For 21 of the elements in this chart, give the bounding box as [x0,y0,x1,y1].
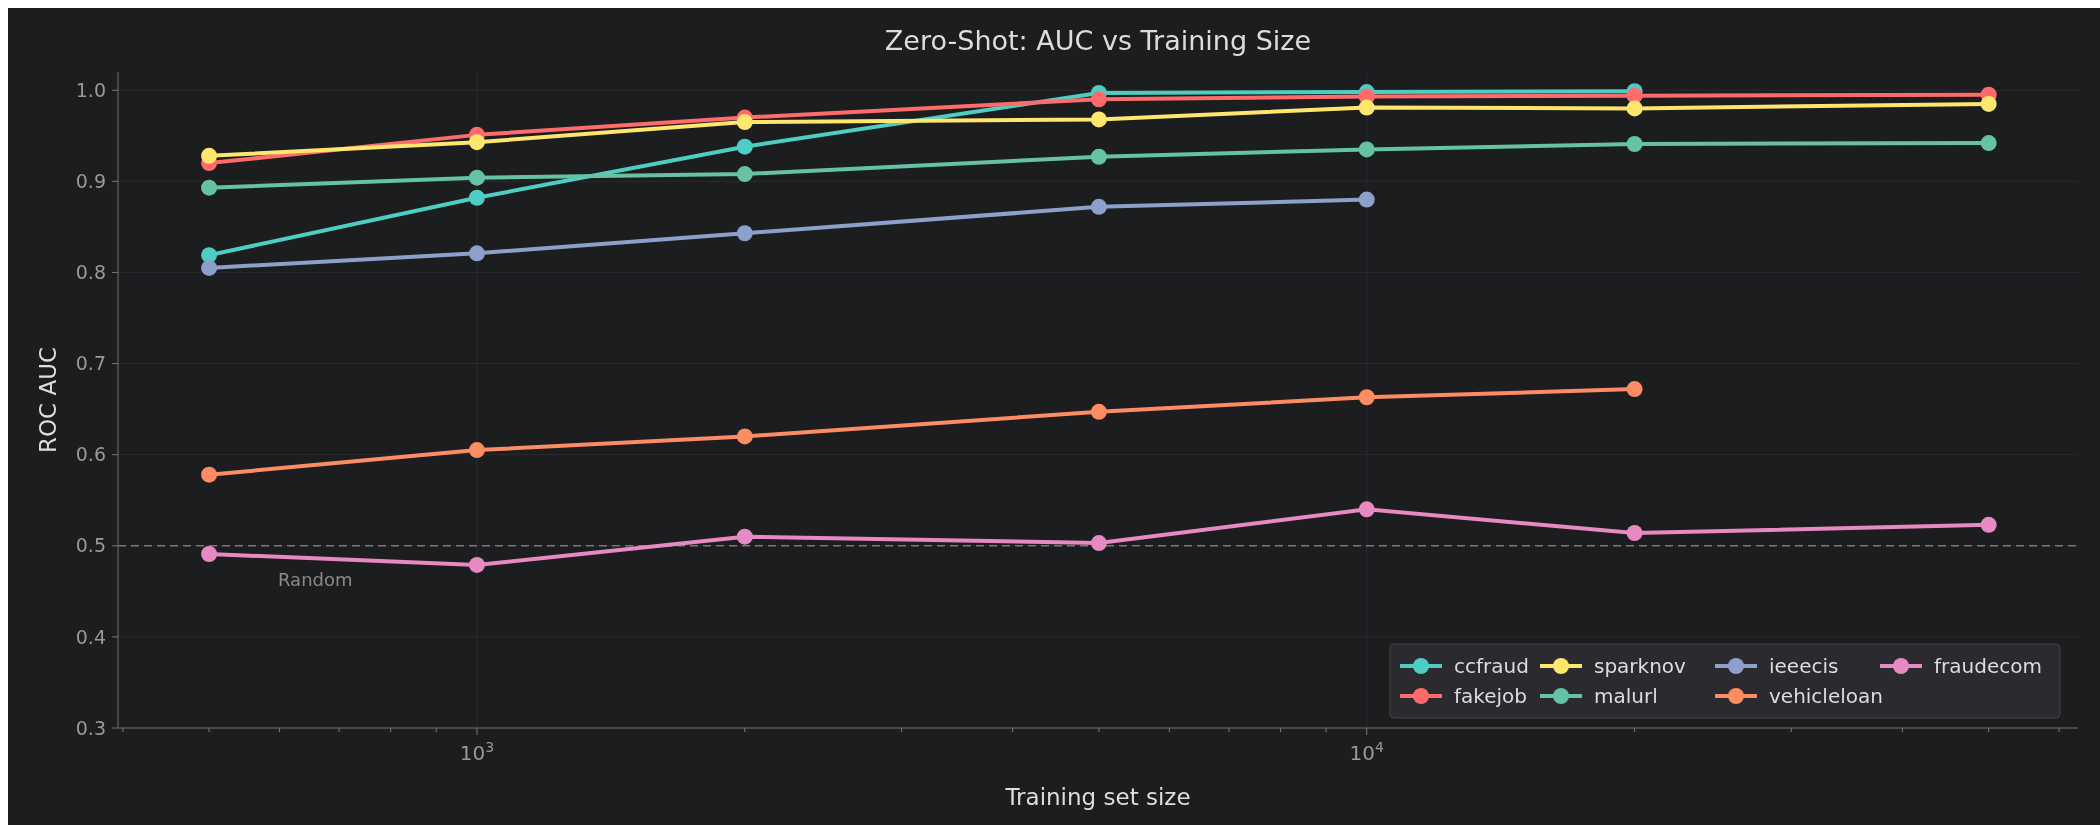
x-tick-label: 10$^{4}$ [1349,739,1385,765]
y-tick-label: 1.0 [75,78,106,101]
y-tick-label: 0.5 [75,534,106,557]
legend-label: fraudecom [1934,654,2042,678]
y-tick-label: 0.4 [75,625,106,648]
y-tick-label: 0.8 [75,261,106,284]
y-tick-label: 0.3 [75,716,106,739]
legend-label: malurl [1594,684,1658,708]
x-axis-title: Training set size [1004,784,1191,810]
ref-line-label: Random [278,568,353,590]
legend-label: fakejob [1454,684,1527,708]
chart-title: Zero-Shot: AUC vs Training Size [884,25,1312,56]
legend-label: ieeecis [1769,654,1839,678]
x-tick-label: 10$^{3}$ [459,739,495,765]
y-tick-label: 0.7 [75,352,106,375]
legend-label: vehicleloan [1769,684,1883,708]
y-tick-label: 0.9 [75,169,106,192]
legend-label: sparknov [1594,654,1687,678]
y-axis-title: ROC AUC [35,346,61,454]
y-tick-label: 0.6 [75,443,106,466]
legend-label: ccfraud [1454,654,1529,678]
